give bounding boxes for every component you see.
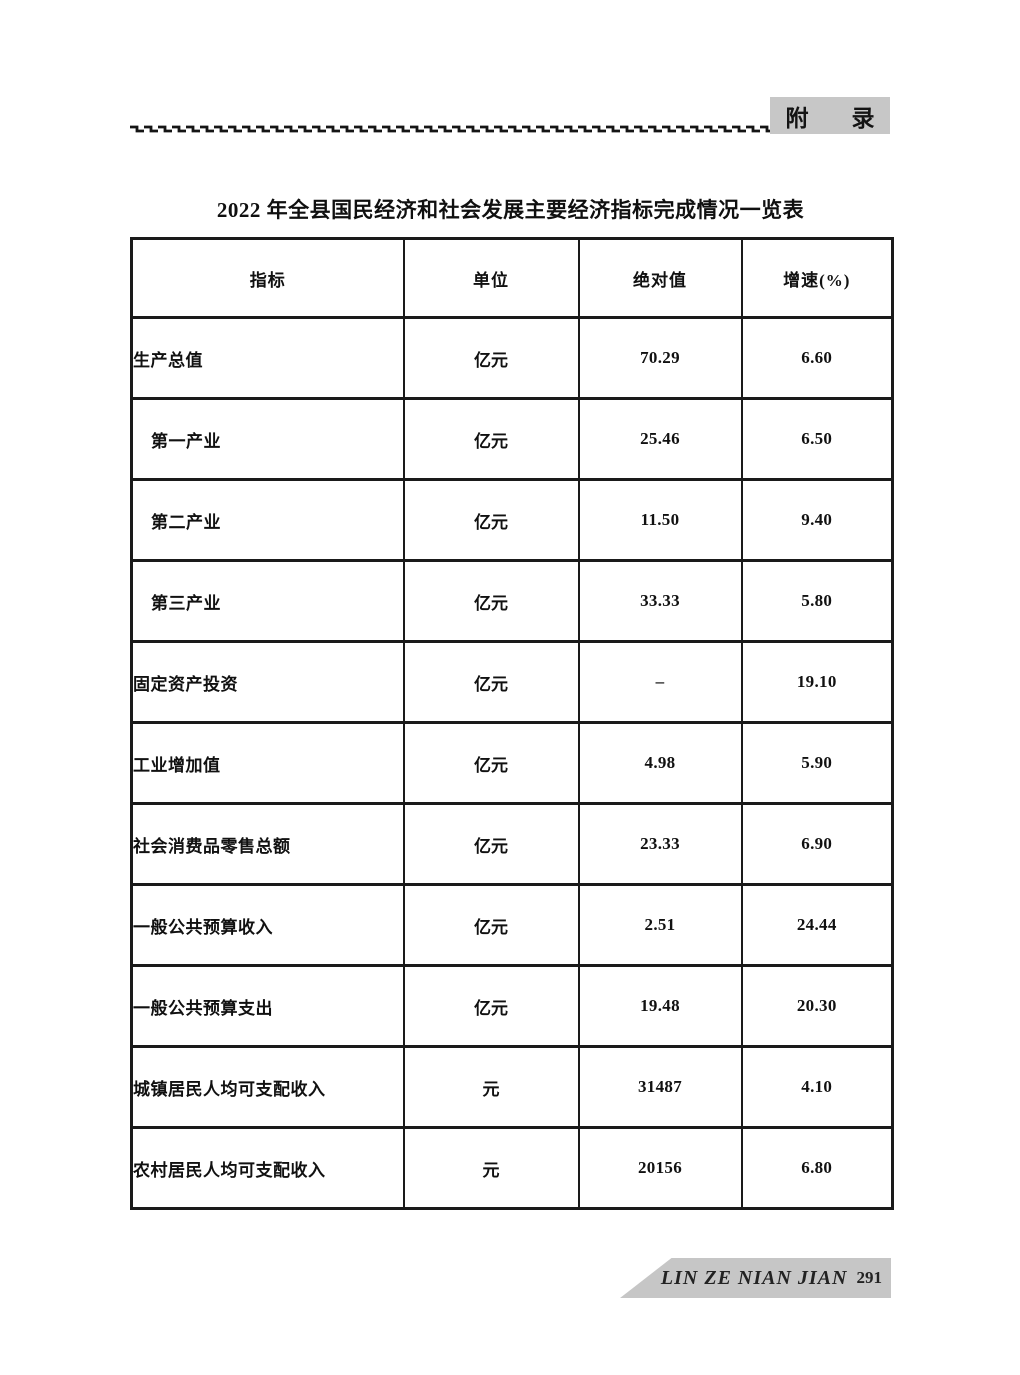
column-header-unit: 单位 (402, 237, 580, 319)
table-row: 城镇居民人均可支配收入元 31487 4.10 (130, 1045, 894, 1129)
table-head: 指标 单位 绝对值 增速(%) (130, 237, 894, 319)
growth-cell: 6.60 (740, 316, 894, 400)
indicator-cell: 第二产业 (130, 478, 405, 562)
indicator-cell: 一般公共预算收入 (130, 883, 405, 967)
indicator-cell: 生产总值 (130, 316, 405, 400)
column-header-growth: 增速(%) (740, 237, 894, 319)
value-cell: 70.29 (577, 316, 743, 400)
page-title: 2022 年全县国民经济和社会发展主要经济指标完成情况一览表 (216, 198, 805, 222)
table-row: 第一产业 亿元 25.46 6.50 (130, 397, 894, 481)
unit-cell: 亿元 (402, 316, 580, 400)
indicator-cell: 第一产业 (130, 397, 405, 481)
appendix-tab: 附 录 (770, 97, 890, 134)
unit-cell: 亿元 (402, 802, 580, 886)
indicators-table: 指标 单位 绝对值 增速(%) 生产总值 亿元 70.29 6.60 第一产业 亿元 25.… (130, 237, 894, 1210)
growth-cell: 5.90 (740, 721, 894, 805)
growth-cell: 20.30 (740, 964, 894, 1048)
indicator-cell: 城镇居民人均可支配收入 (130, 1045, 405, 1129)
indicator-cell: 一般公共预算支出 (130, 964, 405, 1048)
value-cell: 4.98 (577, 721, 743, 805)
table-row: 固定资产投资 亿元 –19.10 (130, 640, 894, 724)
page-number: 291 (856, 1268, 883, 1287)
unit-cell: 亿元 (402, 640, 580, 724)
unit-cell: 亿元 (402, 964, 580, 1048)
table-row: 一般公共预算支出 亿元 19.48 20.30 (130, 964, 894, 1048)
value-cell: – (577, 640, 743, 724)
value-cell: 19.48 (577, 964, 743, 1048)
book-title: LIN ZE NIAN JIAN (660, 1266, 848, 1289)
table-row: 一般公共预算收入 亿元 2.51 24.44 (130, 883, 894, 967)
table-row: 生产总值 亿元 70.29 6.60 (130, 316, 894, 400)
unit-cell: 亿元 (402, 397, 580, 481)
growth-cell: 24.44 (740, 883, 894, 967)
indicator-cell: 农村居民人均可支配收入 (130, 1126, 405, 1210)
footer-band: LIN ZE NIAN JIAN 291 (620, 1258, 891, 1298)
unit-cell: 亿元 (402, 478, 580, 562)
column-header-indicator: 指标 (130, 237, 405, 319)
growth-cell: 9.40 (740, 478, 894, 562)
table-row: 第二产业 亿元 11.50 9.40 (130, 478, 894, 562)
table-body: 生产总值 亿元 70.29 6.60 第一产业 亿元 25.46 6.50 第二产业 亿元 11.5… (130, 316, 894, 1210)
wavy-divider-icon (130, 123, 772, 135)
table-row: 工业增加值 亿元 4.98 5.90 (130, 721, 894, 805)
table-row: 农村居民人均可支配收入元 20156 6.80 (130, 1126, 894, 1210)
growth-cell: 6.50 (740, 397, 894, 481)
value-cell: 2.51 (577, 883, 743, 967)
unit-cell: 元 (402, 1045, 580, 1129)
indicator-cell: 第三产业 (130, 559, 405, 643)
growth-cell: 5.80 (740, 559, 894, 643)
value-cell: 11.50 (577, 478, 743, 562)
unit-cell: 亿元 (402, 883, 580, 967)
growth-cell: 19.10 (740, 640, 894, 724)
table-row: 社会消费品零售总额 亿元 23.33 6.90 (130, 802, 894, 886)
value-cell: 31487 (577, 1045, 743, 1129)
growth-cell: 6.90 (740, 802, 894, 886)
growth-cell: 6.80 (740, 1126, 894, 1210)
unit-cell: 元 (402, 1126, 580, 1210)
indicator-cell: 固定资产投资 (130, 640, 405, 724)
table-row: 第三产业 亿元 33.33 5.80 (130, 559, 894, 643)
value-cell: 23.33 (577, 802, 743, 886)
value-cell: 20156 (577, 1126, 743, 1210)
wavy-divider-rule (130, 122, 772, 135)
growth-cell: 4.10 (740, 1045, 894, 1129)
appendix-tab-label: 附 录 (785, 105, 885, 131)
unit-cell: 亿元 (402, 559, 580, 643)
indicator-cell: 工业增加值 (130, 721, 405, 805)
indicator-cell: 社会消费品零售总额 (130, 802, 405, 886)
value-cell: 33.33 (577, 559, 743, 643)
value-cell: 25.46 (577, 397, 743, 481)
table-header-row: 指标 单位 绝对值 增速(%) (130, 237, 894, 319)
column-header-value: 绝对值 (577, 237, 743, 319)
unit-cell: 亿元 (402, 721, 580, 805)
